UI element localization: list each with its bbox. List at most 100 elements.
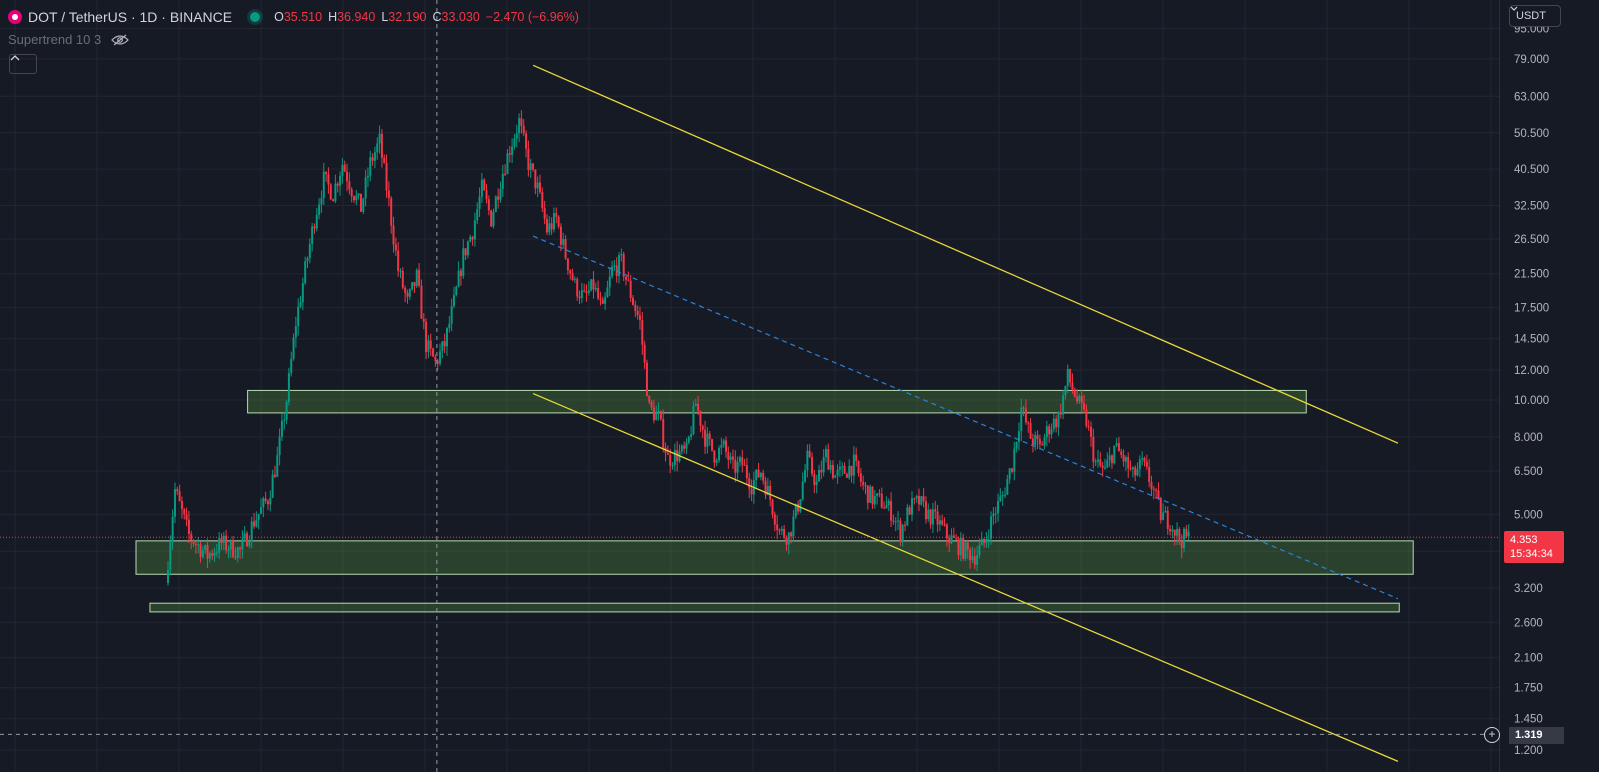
candle-body <box>257 513 260 520</box>
candle-body <box>208 553 211 559</box>
candle-body <box>306 258 309 262</box>
y-tick-label: 79.000 <box>1514 54 1549 66</box>
eye-off-icon[interactable] <box>111 34 130 46</box>
candle-body <box>713 450 716 463</box>
candle-body <box>248 541 251 547</box>
candle-body <box>566 258 569 271</box>
candle-body <box>369 157 372 176</box>
candle-body <box>957 538 960 556</box>
candle-body <box>662 419 665 448</box>
candle-body <box>899 520 902 541</box>
candle-body <box>280 420 283 437</box>
collapse-legend-button[interactable] <box>9 54 37 74</box>
indicator-name[interactable]: Supertrend 10 3 <box>8 32 102 47</box>
candle-body <box>969 549 972 561</box>
candle-body <box>941 520 944 525</box>
candle-body <box>394 244 397 251</box>
plus-circle-icon[interactable]: + <box>1484 727 1500 743</box>
symbol-legend: DOT / TetherUS · 1D · BINANCE O35.510 H3… <box>8 7 579 27</box>
candle-body <box>1141 457 1144 460</box>
mid-trendline-dashed <box>532 235 1399 600</box>
candle-body <box>790 532 793 537</box>
y-tick-label: 2.600 <box>1514 617 1543 629</box>
candle-body <box>966 542 969 550</box>
candle-body <box>780 528 783 531</box>
candle-body <box>192 540 195 544</box>
candle-body <box>908 507 911 515</box>
candle-body <box>211 553 214 556</box>
candle-body <box>404 287 407 293</box>
candle-body <box>1155 490 1158 492</box>
currency-selector[interactable]: USDT <box>1509 5 1561 27</box>
candle-body <box>473 220 476 240</box>
candle-body <box>711 438 714 451</box>
symbol-title[interactable]: DOT / TetherUS · 1D · BINANCE <box>28 9 233 25</box>
candle-body <box>1085 409 1088 427</box>
candle-body <box>243 533 246 539</box>
candle-body <box>666 453 669 455</box>
candle-body <box>401 270 404 288</box>
candle-body <box>990 516 993 539</box>
candle-body <box>652 407 655 421</box>
market-status-icon[interactable] <box>250 12 261 22</box>
candle-body <box>973 556 976 565</box>
candle-body <box>1166 510 1169 529</box>
candle-body <box>632 297 634 305</box>
candle-body <box>859 473 862 482</box>
y-tick-label: 50.500 <box>1514 128 1549 140</box>
candle-body <box>434 356 437 361</box>
candle-body <box>364 177 367 199</box>
candle-body <box>1017 431 1020 443</box>
candle-body <box>1120 451 1123 455</box>
candle-body <box>197 544 200 546</box>
candle-body <box>694 403 697 406</box>
candle-body <box>397 250 400 272</box>
candle-body <box>583 290 586 292</box>
candle-body <box>518 118 521 134</box>
candle-body <box>920 496 923 505</box>
candle-body <box>457 270 460 287</box>
candle-body <box>1110 455 1113 464</box>
candle-body <box>601 299 604 304</box>
candle-body <box>904 525 907 527</box>
candle-body <box>253 521 256 527</box>
candle-body <box>262 498 265 508</box>
candle-body <box>234 556 237 558</box>
candle-body <box>1117 443 1120 452</box>
y-tick-label: 1.750 <box>1514 683 1543 695</box>
candle-body <box>580 290 583 299</box>
candle-body <box>1048 426 1051 435</box>
y-tick-label: 21.500 <box>1514 269 1549 281</box>
candle-body <box>520 118 523 126</box>
candle-body <box>797 503 800 512</box>
candle-body <box>501 173 504 189</box>
candle-body <box>480 179 483 197</box>
candle-body <box>1069 369 1072 383</box>
candle-body <box>766 485 769 495</box>
candle-body <box>915 496 918 499</box>
candle-body <box>722 440 725 445</box>
candle-body <box>701 425 704 430</box>
candle-body <box>550 223 553 230</box>
candle-body <box>1171 529 1174 532</box>
candle-body <box>1148 467 1151 483</box>
candle-body <box>771 499 774 515</box>
candle-body <box>1041 444 1044 446</box>
candle-body <box>731 456 734 460</box>
zone-lower-support <box>149 602 1400 613</box>
candle-body <box>985 538 988 543</box>
candle-body <box>962 537 965 559</box>
candle-body <box>892 520 895 522</box>
last-price-label: 4.353 15:34:34 <box>1504 531 1564 563</box>
candle-body <box>357 193 360 196</box>
y-tick-label: 40.500 <box>1514 164 1549 176</box>
indicator-legend[interactable]: Supertrend 10 3 <box>8 32 130 47</box>
upper-trendline <box>532 64 1399 444</box>
candle-body <box>866 485 869 503</box>
candle-body <box>999 496 1002 502</box>
candle-body <box>292 337 295 359</box>
candle-body <box>183 509 186 515</box>
candle-body <box>320 198 323 205</box>
